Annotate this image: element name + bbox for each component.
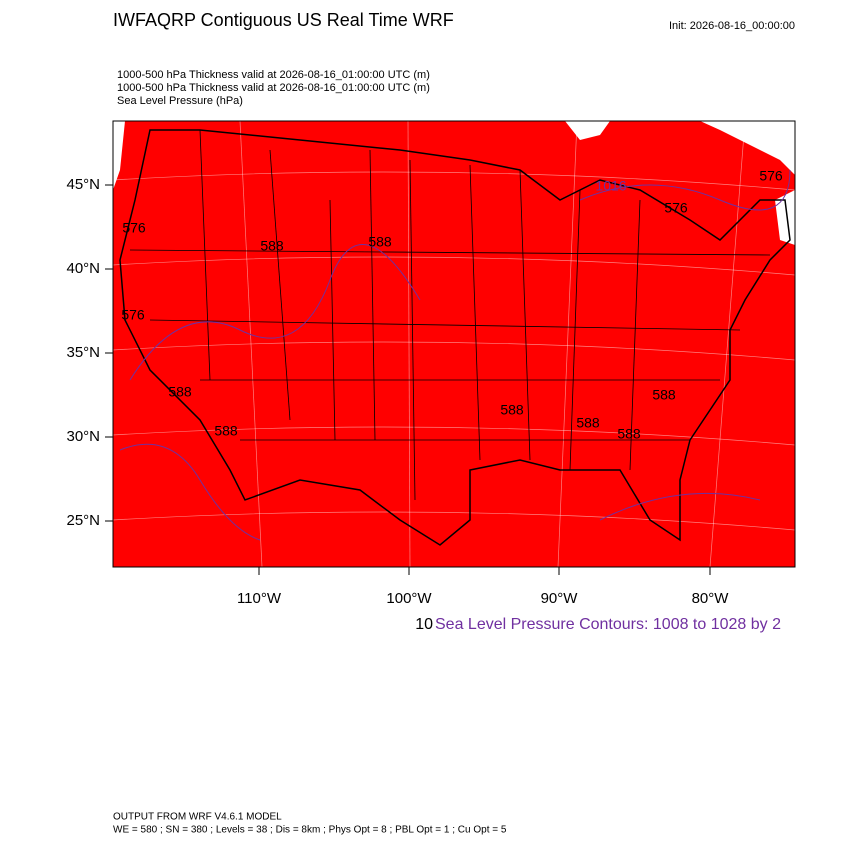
lat-label: 30°N xyxy=(66,428,100,445)
lon-label: 90°W xyxy=(541,590,579,607)
field-label: Sea Level Pressure (hPa) xyxy=(117,95,243,107)
field-label: 1000-500 hPa Thickness valid at 2026-08-… xyxy=(117,82,430,94)
thickness-fill xyxy=(113,121,795,567)
lon-label: 110°W xyxy=(237,590,282,607)
contour-labels: 576 576 576 576 588 588 588 588 588 588 588 588 1016 xyxy=(121,168,783,442)
contour-label: 1016 xyxy=(595,178,626,194)
contour-label: 588 xyxy=(168,384,192,400)
water xyxy=(700,121,795,175)
contour-label: 588 xyxy=(368,234,392,250)
contour-label: 588 xyxy=(214,423,238,439)
map-frame xyxy=(112,120,796,568)
lat-label: 25°N xyxy=(66,512,100,529)
contour-label: 588 xyxy=(652,387,676,403)
lat-label: 35°N xyxy=(66,344,100,361)
init-time: Init: 2026-08-16_00:00:00 xyxy=(669,20,795,32)
contour-label: 576 xyxy=(122,220,146,236)
lon-label: 100°W xyxy=(386,590,432,607)
legend-prefix: 10 xyxy=(415,616,433,633)
contour-label: 588 xyxy=(500,402,524,418)
title: IWFAQRP Contiguous US Real Time WRF xyxy=(113,10,454,30)
field-label: 1000-500 hPa Thickness valid at 2026-08-… xyxy=(117,69,430,81)
footer-settings: WE = 580 ; SN = 380 ; Levels = 38 ; Dis … xyxy=(113,825,507,836)
axes: 45°N 40°N 35°N 30°N 25°N 110°W 100°W 90°W 80°W xyxy=(66,176,729,607)
map-panel: 576 576 576 576 588 588 588 588 588 588 588 588 1016 xyxy=(112,120,796,568)
legend-text: Sea Level Pressure Contours: 1008 to 102… xyxy=(435,616,781,633)
contour-label: 576 xyxy=(759,168,783,184)
state-borders xyxy=(129,129,771,501)
footer-model: OUTPUT FROM WRF V4.6.1 MODEL xyxy=(113,812,282,823)
contour-label: 588 xyxy=(617,426,641,442)
lat-label: 45°N xyxy=(66,176,100,193)
contour-label: 588 xyxy=(576,415,600,431)
pressure-contours xyxy=(119,169,791,541)
lat-label: 40°N xyxy=(66,260,100,277)
contour-label: 576 xyxy=(121,307,145,323)
contour-label: 576 xyxy=(664,200,688,216)
coastline xyxy=(119,129,791,546)
water xyxy=(775,190,795,245)
lon-label: 80°W xyxy=(692,590,730,607)
contour-label: 588 xyxy=(260,238,284,254)
graticule xyxy=(112,120,796,568)
water xyxy=(113,121,125,190)
